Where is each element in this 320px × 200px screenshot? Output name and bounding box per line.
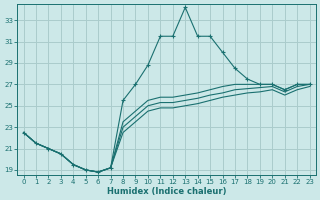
- X-axis label: Humidex (Indice chaleur): Humidex (Indice chaleur): [107, 187, 226, 196]
